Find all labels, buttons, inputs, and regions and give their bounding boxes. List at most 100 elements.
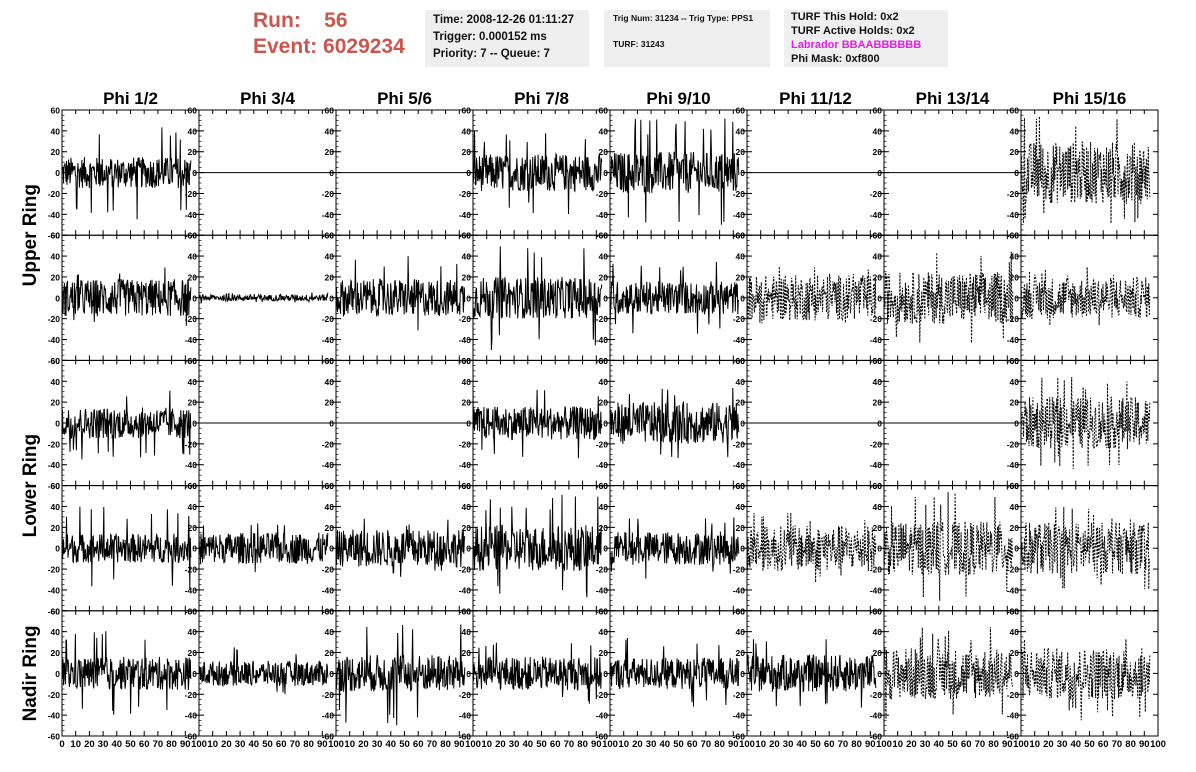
x-tick-label-c1: 60: [139, 739, 150, 750]
panel-r1-c2-ytick-label: -40: [185, 210, 198, 220]
x-tick-label-c5: 40: [660, 739, 671, 750]
panel-r4-c3-ytick-label: 20: [325, 523, 335, 533]
panel-r2-c8-ytick-label: 20: [1010, 272, 1020, 282]
panel-r5-c8-ytick-label: 60: [1010, 606, 1020, 616]
panel-r1-c8-ytick-label: -60: [1007, 231, 1020, 241]
column-header-3: Phi 5/6: [377, 89, 432, 108]
panel-r3-c6-ytick-label: 60: [736, 356, 746, 366]
panel-r2-c3-trace: [335, 256, 466, 331]
panel-r5-c1-ytick-label: -40: [48, 711, 61, 721]
x-tick-label-c6: 30: [783, 739, 794, 750]
panel-r5-c3-ytick-label: -40: [322, 711, 335, 721]
panel-r5-c5-ytick-label: 0: [603, 669, 608, 679]
x-tick-label-c2: 60: [276, 739, 287, 750]
panel-r5-c7-ytick-label: -60: [870, 732, 883, 742]
panel-r5-c6-ytick-label: 60: [736, 606, 746, 616]
panel-r5-c2-ytick-label: 40: [188, 627, 198, 637]
panel-r4-c5-ytick-label: 60: [599, 481, 609, 491]
panel-r1-c5-ytick-label: -20: [596, 189, 609, 199]
panel-r4-c7-ytick-label: -40: [870, 585, 883, 595]
panel-r1-c1-trace: [61, 127, 192, 220]
x-tick-label-c4: 60: [550, 739, 561, 750]
panel-r1-c2-ytick-label: 0: [192, 168, 197, 178]
x-tick-label-c8: 50: [1084, 739, 1095, 750]
x-tick-label-c7: 60: [961, 739, 972, 750]
panel-r4-c6-ytick-label: -20: [733, 565, 746, 575]
panel-r1-c5-ytick-label: 20: [599, 147, 609, 157]
panel-r4-c2-ytick-label: 20: [188, 523, 198, 533]
x-tick-label-c3: 90: [454, 739, 465, 750]
panel-r5-c4-ytick-label: -40: [459, 711, 472, 721]
panel-r5-c5-ytick-label: -20: [596, 690, 609, 700]
panel-r5-c5-trace: [609, 637, 740, 707]
panel-r2-c3-ytick-label: -40: [322, 335, 335, 345]
panel-r4-c7-ytick-label: -60: [870, 606, 883, 616]
panel-r4-c6-ytick-label: 20: [736, 523, 746, 533]
x-tick-label-c1: 80: [166, 739, 177, 750]
panel-r5-c4-ytick-label: 0: [466, 669, 471, 679]
panel-r4-c2-ytick-label: -40: [185, 585, 198, 595]
x-tick-label-c4: 40: [523, 739, 534, 750]
panel-r3-c4-ytick-label: 60: [462, 356, 472, 366]
x-tick-label-c7: 50: [947, 739, 958, 750]
panel-r4-c3-ytick-label: -40: [322, 585, 335, 595]
panel-r4-c5-ytick-label: 40: [599, 502, 609, 512]
panel-r4-c4-trace: [472, 494, 603, 598]
panel-r5-c2-ytick-label: -20: [185, 690, 198, 700]
x-tick-label-c3: 70: [427, 739, 438, 750]
panel-r5-c1-ytick-label: 40: [51, 627, 61, 637]
panel-r3-c8-ytick-label: 20: [1010, 398, 1020, 408]
panel-r4-c7-ytick-label: 0: [877, 544, 882, 554]
panel-r3-c7-ytick-label: -20: [870, 439, 883, 449]
panel-r1-c6-ytick-label: -40: [733, 210, 746, 220]
panel-r2-c4-trace: [472, 246, 603, 350]
panel-r4-c2-ytick-label: -20: [185, 565, 198, 575]
panel-r4-c7-ytick-label: 20: [873, 523, 883, 533]
panel-r5-c5-ytick-label: 20: [599, 648, 609, 658]
panel-r2-c5-ytick-label: -40: [596, 335, 609, 345]
panel-r2-c3-ytick-label: 20: [325, 272, 335, 282]
panel-r3-c8-ytick-label: -20: [1007, 439, 1020, 449]
panel-r1-c2-ytick-label: 20: [188, 147, 198, 157]
panel-r3-c5-ytick-label: 40: [599, 377, 609, 387]
panel-r1-c1-ytick-label: -40: [48, 210, 61, 220]
panel-r2-c2-ytick-label: 40: [188, 252, 198, 262]
panel-r4-c5-ytick-label: 0: [603, 544, 608, 554]
panel-r5-c4-ytick-label: 40: [462, 627, 472, 637]
panel-r5-c7-ytick-label: -20: [870, 690, 883, 700]
panel-r3-c6-ytick-label: -20: [733, 439, 746, 449]
event-label: Event:: [253, 35, 318, 58]
panel-r2-c3-ytick-label: 0: [329, 293, 334, 303]
panel-r3-c5-ytick-label: 20: [599, 398, 609, 408]
panel-r1-c4-ytick-label: 20: [462, 147, 472, 157]
panel-r3-c1-ytick-label: 60: [51, 356, 61, 366]
panel-r1-c4-trace: [472, 130, 603, 215]
panel-r5-c2-ytick-label: 60: [188, 606, 198, 616]
panel-r3-c4-ytick-label: -40: [459, 460, 472, 470]
panel-r3-c2-ytick-label: 20: [188, 398, 198, 408]
panel-r4-c1-ytick-label: 20: [51, 523, 61, 533]
panel-r2-c3-ytick-label: 40: [325, 252, 335, 262]
panel-r4-c5-ytick-label: -20: [596, 565, 609, 575]
panel-r4-c8-ytick-label: -60: [1007, 606, 1020, 616]
panel-r2-c7-ytick-label: 60: [873, 231, 883, 241]
panel-r3-c4-ytick-label: 40: [462, 377, 472, 387]
panel-r2-c8-ytick-label: -20: [1007, 314, 1020, 324]
panel-r4-c6-ytick-label: 0: [740, 544, 745, 554]
turf-text: TURF: 31243: [613, 39, 665, 49]
x-tick-label-c7: 20: [906, 739, 917, 750]
panel-r2-c5-ytick-label: 40: [599, 252, 609, 262]
x-tick-label-c8: 60: [1098, 739, 1109, 750]
panel-r3-c4-ytick-label: -20: [459, 439, 472, 449]
time-info-box: Time: 2008-12-26 01:11:27 Trigger: 0.000…: [425, 10, 589, 67]
panel-r2-c1-ytick-label: -40: [48, 335, 61, 345]
panel-r1-c3-ytick-label: -40: [322, 210, 335, 220]
panel-r5-c2-ytick-label: 20: [188, 648, 198, 658]
panel-r3-c6-ytick-label: 20: [736, 398, 746, 408]
panel-r2-c8-ytick-label: 40: [1010, 252, 1020, 262]
panel-r2-c1-trace: [61, 267, 192, 326]
x-tick-label-c3: 50: [399, 739, 410, 750]
panel-r5-c3-ytick-label: 0: [329, 669, 334, 679]
panel-r3-c8-ytick-label: 0: [1014, 419, 1019, 429]
x-tick-label-c8: 70: [1112, 739, 1123, 750]
